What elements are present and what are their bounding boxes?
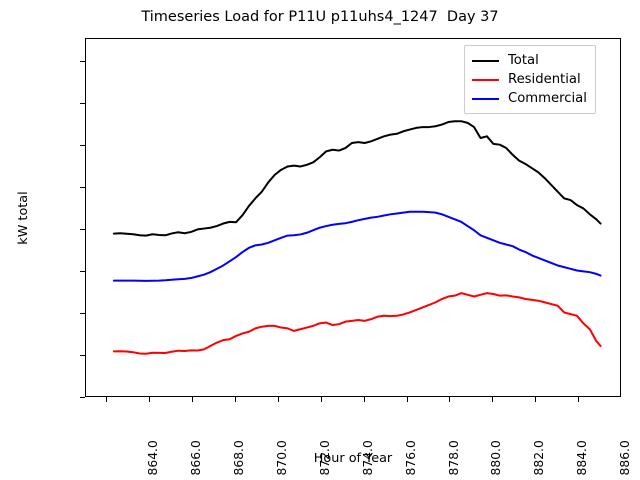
chart-legend: Total Residential Commercial <box>464 45 596 114</box>
y-tick-mark <box>80 313 85 315</box>
y-tick-mark <box>80 355 85 357</box>
legend-swatch-residential-icon <box>472 78 499 81</box>
legend-label: Commercial <box>508 91 587 106</box>
y-tick-mark <box>80 397 85 398</box>
plot-area <box>85 38 621 397</box>
chart-title: Timeseries Load for P11U p11uhs4_1247 Da… <box>141 9 499 25</box>
legend-item-residential: Residential <box>472 70 587 89</box>
legend-item-commercial: Commercial <box>472 89 587 108</box>
y-axis-label: kW total <box>16 191 31 245</box>
legend-label: Total <box>508 53 539 68</box>
series-lines <box>112 120 602 355</box>
legend-item-total: Total <box>472 51 587 70</box>
legend-swatch-total-icon <box>472 59 499 62</box>
y-tick-mark <box>80 187 85 189</box>
y-tick-mark <box>80 145 85 147</box>
y-tick-mark <box>80 103 85 105</box>
y-tick-mark <box>80 271 85 273</box>
series-line-residential <box>112 292 602 355</box>
y-tick-mark <box>80 61 85 63</box>
x-axis-label: Hour of Year <box>313 451 393 466</box>
legend-label: Residential <box>508 72 581 87</box>
y-tick-mark <box>80 229 85 231</box>
series-line-commercial <box>112 210 602 282</box>
series-line-total <box>112 120 602 237</box>
legend-swatch-commercial-icon <box>472 97 499 100</box>
